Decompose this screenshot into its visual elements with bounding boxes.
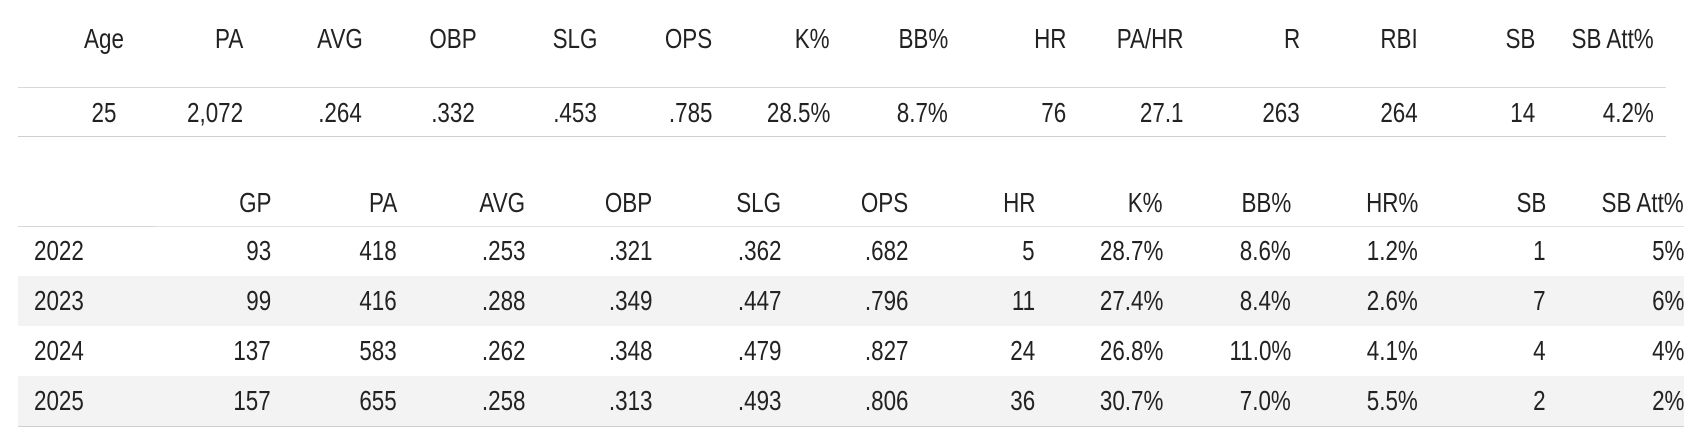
season-value-cell: 8.4% xyxy=(1239,285,1291,316)
career-header-cell: SB Att% xyxy=(1571,23,1654,54)
career-value-cell: 263 xyxy=(1262,97,1300,128)
career-value-cell: .453 xyxy=(553,97,597,128)
career-table-bottom-border xyxy=(18,136,1666,137)
season-value-cell: 4 xyxy=(1533,335,1546,366)
season-value-cell: .447 xyxy=(737,285,781,316)
row-stripe xyxy=(18,276,1684,326)
career-header-cell: R xyxy=(1283,23,1300,54)
season-value-cell: 137 xyxy=(233,335,271,366)
career-value-cell: 8.7% xyxy=(896,97,948,128)
season-year-cell: 2024 xyxy=(34,335,84,366)
career-value-cell: 2,072 xyxy=(186,97,243,128)
career-value-cell: 4.2% xyxy=(1602,97,1654,128)
career-header-cell: OBP xyxy=(429,23,477,54)
season-header-cell: HR% xyxy=(1365,187,1418,218)
career-header-cell: HR xyxy=(1033,23,1066,54)
season-value-cell: 8.6% xyxy=(1239,235,1291,266)
career-value-cell: 25 xyxy=(91,97,117,128)
season-value-cell: 157 xyxy=(233,385,271,416)
season-header-divider-left xyxy=(18,226,155,227)
career-value-cell: .332 xyxy=(431,97,475,128)
season-value-cell: 4% xyxy=(1651,335,1684,366)
career-value-cell: 264 xyxy=(1380,97,1418,128)
season-value-cell: 2 xyxy=(1533,385,1546,416)
season-value-cell: 418 xyxy=(359,235,397,266)
season-value-cell: 24 xyxy=(1010,335,1035,366)
season-value-cell: .479 xyxy=(737,335,781,366)
season-header-cell: AVG xyxy=(479,187,525,218)
season-value-cell: .493 xyxy=(737,385,781,416)
career-header-cell: K% xyxy=(795,23,830,54)
career-value-cell: .264 xyxy=(318,97,362,128)
career-value-cell: 28.5% xyxy=(766,97,830,128)
season-value-cell: 6% xyxy=(1651,285,1684,316)
career-header-cell: Age xyxy=(84,23,124,54)
career-value-cell: .785 xyxy=(668,97,712,128)
career-header-cell: PA xyxy=(214,23,243,54)
season-value-cell: .349 xyxy=(608,285,652,316)
season-value-cell: 93 xyxy=(246,235,271,266)
season-value-cell: .806 xyxy=(864,385,908,416)
season-value-cell: 4.1% xyxy=(1366,335,1418,366)
season-value-cell: 27.4% xyxy=(1099,285,1163,316)
season-value-cell: 26.8% xyxy=(1099,335,1163,366)
season-header-cell: BB% xyxy=(1241,187,1291,218)
season-value-cell: 11 xyxy=(1011,285,1035,316)
season-value-cell: 5 xyxy=(1022,235,1035,266)
season-value-cell: .253 xyxy=(481,235,525,266)
season-value-cell: .348 xyxy=(608,335,652,366)
career-header-cell: AVG xyxy=(317,23,363,54)
season-year-cell: 2025 xyxy=(34,385,84,416)
season-value-cell: 2.6% xyxy=(1366,285,1418,316)
season-year-cell: 2022 xyxy=(34,235,84,266)
season-header-cell: OPS xyxy=(860,187,908,218)
season-value-cell: .321 xyxy=(608,235,652,266)
season-value-cell: 28.7% xyxy=(1099,235,1163,266)
season-value-cell: .258 xyxy=(481,385,525,416)
season-header-cell: SB xyxy=(1516,187,1546,218)
season-value-cell: .288 xyxy=(481,285,525,316)
career-header-cell: OPS xyxy=(664,23,712,54)
career-header-cell: SB xyxy=(1505,23,1535,54)
career-value-cell: 27.1 xyxy=(1139,97,1183,128)
season-value-cell: .262 xyxy=(481,335,525,366)
season-header-cell: SB Att% xyxy=(1601,187,1684,218)
season-header-cell: PA xyxy=(368,187,397,218)
career-header-cell: PA/HR xyxy=(1116,23,1183,54)
row-stripe xyxy=(18,376,1684,426)
career-header-divider xyxy=(18,87,1666,88)
season-value-cell: 1 xyxy=(1533,235,1546,266)
career-header-cell: RBI xyxy=(1380,23,1418,54)
season-value-cell: 416 xyxy=(359,285,397,316)
season-year-cell: 2023 xyxy=(34,285,84,316)
season-value-cell: 36 xyxy=(1010,385,1035,416)
career-value-cell: 76 xyxy=(1041,97,1066,128)
season-header-cell: SLG xyxy=(736,187,781,218)
season-value-cell: 583 xyxy=(359,335,397,366)
season-value-cell: 655 xyxy=(359,385,397,416)
season-value-cell: .682 xyxy=(864,235,908,266)
season-value-cell: 5% xyxy=(1651,235,1684,266)
season-value-cell: 1.2% xyxy=(1366,235,1418,266)
career-header-cell: BB% xyxy=(898,23,948,54)
season-header-cell: GP xyxy=(238,187,271,218)
season-value-cell: 11.0% xyxy=(1229,335,1291,366)
season-value-cell: 99 xyxy=(246,285,271,316)
season-table-bottom-border xyxy=(18,426,1684,427)
season-value-cell: 5.5% xyxy=(1366,385,1418,416)
season-header-cell: OBP xyxy=(604,187,652,218)
season-value-cell: .796 xyxy=(864,285,908,316)
career-value-cell: 14 xyxy=(1510,97,1535,128)
season-header-cell: K% xyxy=(1128,187,1163,218)
season-value-cell: 2% xyxy=(1651,385,1684,416)
season-header-cell: HR xyxy=(1002,187,1035,218)
season-value-cell: 30.7% xyxy=(1099,385,1163,416)
season-value-cell: .362 xyxy=(737,235,781,266)
season-value-cell: 7 xyxy=(1533,285,1546,316)
season-value-cell: .313 xyxy=(608,385,652,416)
season-value-cell: .827 xyxy=(864,335,908,366)
season-value-cell: 7.0% xyxy=(1239,385,1291,416)
season-header-divider xyxy=(155,226,1684,227)
career-header-cell: SLG xyxy=(552,23,598,54)
